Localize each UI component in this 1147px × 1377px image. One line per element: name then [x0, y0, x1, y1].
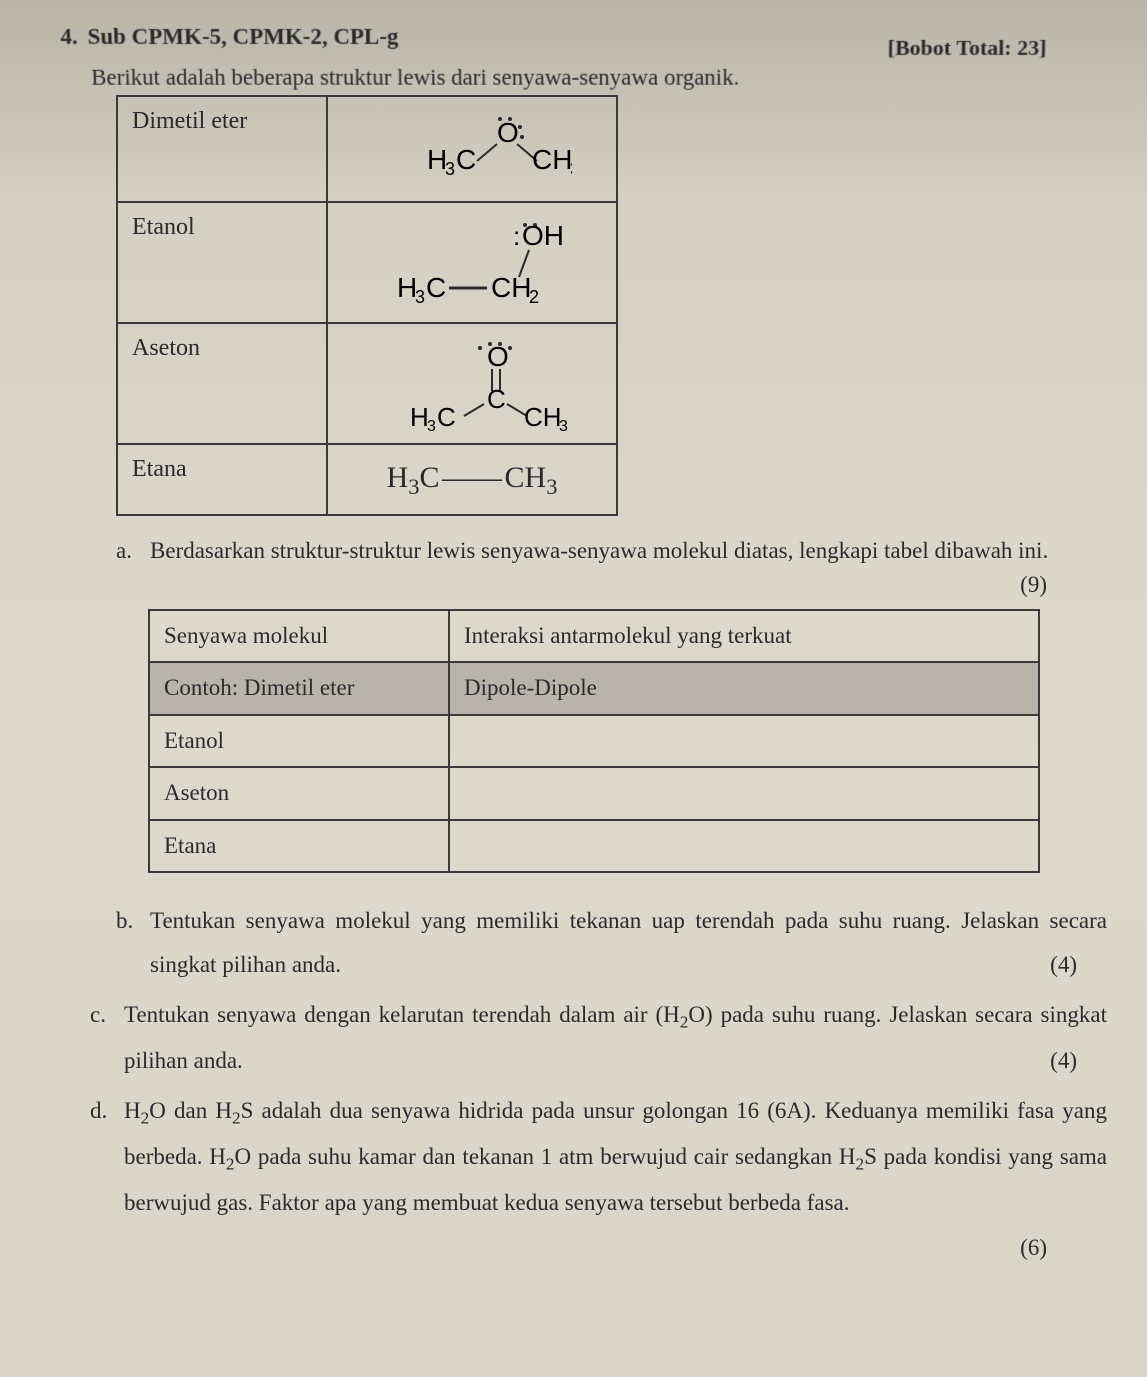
- svg-text:3: 3: [415, 287, 425, 307]
- part-d-text-b: O dan H: [149, 1098, 232, 1123]
- table-row: Dimetil eter H 3 C O CH 3: [117, 96, 617, 202]
- svg-text::: :: [513, 221, 520, 251]
- sub-2: 2: [141, 1108, 150, 1127]
- svg-text:3: 3: [559, 418, 568, 431]
- svg-text:O: O: [497, 117, 519, 148]
- svg-text:H: H: [410, 402, 429, 431]
- compound-structure: H 3 C O CH 3: [327, 96, 617, 202]
- compound-name: Etanol: [117, 202, 327, 323]
- row-blank: [449, 767, 1039, 820]
- sub-2: 2: [232, 1108, 241, 1127]
- row-name: Aseton: [149, 767, 449, 820]
- table-header-right: Interaksi antarmolekul yang terkuat: [449, 610, 1039, 663]
- row-name: Etana: [149, 820, 449, 873]
- interaction-table: Senyawa molekul Interaksi antarmolekul y…: [148, 609, 1040, 874]
- aseton-structure-icon: O C H 3 C CH 3: [372, 336, 572, 431]
- part-d-text-d: O pada suhu kamar dan tekanan 1 atm berw…: [235, 1144, 856, 1169]
- example-left: Contoh: Dimetil eter: [149, 662, 449, 715]
- compound-name: Dimetil eter: [117, 96, 327, 202]
- compound-name: Aseton: [117, 323, 327, 444]
- part-c-points: (4): [1050, 1039, 1107, 1083]
- part-d-points: (6): [124, 1226, 1107, 1271]
- part-d-label: d.: [90, 1089, 112, 1134]
- svg-text:CH: CH: [524, 402, 562, 431]
- part-c-label: c.: [90, 993, 112, 1037]
- svg-text:CH: CH: [532, 144, 572, 175]
- compound-structure: H3C —— CH3: [327, 444, 617, 515]
- svg-text:3: 3: [570, 159, 572, 179]
- dimetil-eter-structure-icon: H 3 C O CH 3: [372, 109, 572, 189]
- question-title: Sub CPMK-5, CPMK-2, CPL-g: [87, 20, 398, 54]
- part-b-text: Tentukan senyawa molekul yang memiliki t…: [150, 908, 1107, 977]
- row-blank: [449, 820, 1039, 873]
- svg-text:OH: OH: [522, 220, 564, 251]
- part-b-points: (4): [1050, 943, 1107, 987]
- sub-2: 2: [226, 1154, 235, 1173]
- compound-structure: : OH H 3 C CH 2: [327, 202, 617, 323]
- part-c-text-prefix: Tentukan senyawa dengan kelarutan terend…: [124, 1002, 680, 1027]
- svg-text:C: C: [456, 144, 476, 175]
- part-a-label: a.: [116, 534, 138, 569]
- svg-text:CH: CH: [491, 272, 531, 303]
- etanol-structure-icon: : OH H 3 C CH 2: [357, 215, 587, 310]
- table-row: Senyawa molekul Interaksi antarmolekul y…: [149, 610, 1039, 663]
- bobot-total: [Bobot Total: 23]: [888, 30, 1047, 63]
- table-row: Contoh: Dimetil eter Dipole-Dipole: [149, 662, 1039, 715]
- row-name: Etanol: [149, 715, 449, 768]
- table-header-left: Senyawa molekul: [149, 610, 449, 663]
- table-row: Aseton: [149, 767, 1039, 820]
- table-row: Aseton O C H 3 C CH 3: [117, 323, 617, 444]
- svg-text:C: C: [426, 272, 446, 303]
- sub-2: 2: [855, 1154, 864, 1173]
- table-row: Etanol: [149, 715, 1039, 768]
- table-row: Etanol : OH H 3 C CH 2: [117, 202, 617, 323]
- svg-text:C: C: [437, 402, 456, 431]
- part-d-text-a: H: [124, 1098, 141, 1123]
- compound-structure: O C H 3 C CH 3: [327, 323, 617, 444]
- part-b-label: b.: [116, 899, 138, 943]
- row-blank: [449, 715, 1039, 768]
- lewis-structure-table: Dimetil eter H 3 C O CH 3 Etanol: [116, 95, 618, 516]
- part-a-points: (9): [150, 568, 1047, 603]
- example-right: Dipole-Dipole: [449, 662, 1039, 715]
- part-a-text: Berdasarkan struktur-struktur lewis seny…: [150, 538, 1048, 563]
- svg-text:2: 2: [529, 287, 539, 307]
- question-intro: Berikut adalah beberapa struktur lewis d…: [91, 64, 739, 89]
- compound-name: Etana: [117, 444, 327, 515]
- question-number: 4.: [60, 20, 78, 54]
- svg-text:3: 3: [445, 159, 455, 179]
- table-row: Etana H3C —— CH3: [117, 444, 617, 515]
- svg-text:O: O: [487, 341, 509, 372]
- table-row: Etana: [149, 820, 1039, 873]
- svg-text:C: C: [487, 384, 506, 414]
- svg-text:3: 3: [427, 418, 436, 431]
